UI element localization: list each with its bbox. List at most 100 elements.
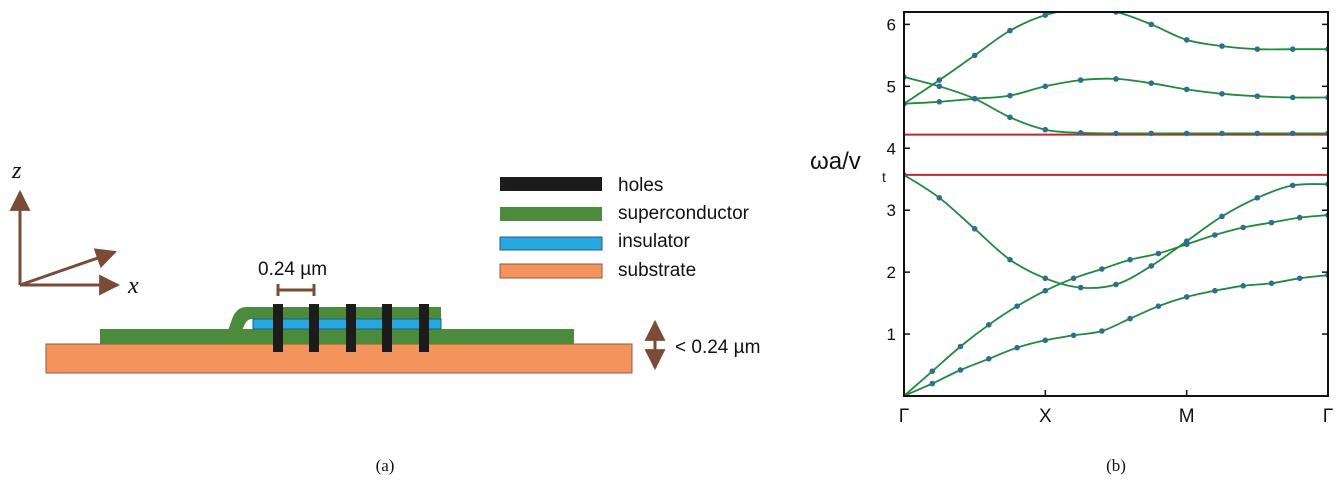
band-1-point-3: [957, 367, 964, 373]
band-6-point-2: [936, 77, 943, 83]
band-5-point-10: [1219, 130, 1225, 137]
legend-label-insulator: insulator: [618, 231, 690, 252]
y-axis-label-main: ωa/v: [810, 148, 861, 175]
band-5-point-3: [971, 95, 978, 102]
band-1-point-5: [1014, 344, 1020, 351]
band-curve-6: [904, 12, 1328, 105]
band-5-point-7: [1113, 130, 1119, 137]
y-axis-label: ωa/v t: [810, 148, 886, 185]
band-curve-5: [904, 76, 1328, 135]
band-6-point-12: [1289, 46, 1296, 52]
band-6-point-5: [1042, 12, 1049, 18]
x-tick-label-4: Γ: [1323, 406, 1333, 427]
band-1-point-14: [1268, 280, 1275, 287]
band-4-point-5: [1042, 83, 1049, 90]
band-4-point-10: [1219, 91, 1225, 97]
band-1-point-13: [1240, 283, 1246, 289]
band-2-point-8: [1099, 266, 1105, 272]
band-1-point-15: [1296, 275, 1303, 282]
band-1-point-11: [1183, 294, 1190, 300]
legend-swatch-insulator: [499, 236, 603, 251]
band-3-point-9: [1183, 238, 1190, 244]
band-1-point-2: [929, 380, 936, 387]
hole-3: [346, 304, 356, 352]
y-tick-label-3: 3: [887, 201, 896, 220]
band-1-point-8: [1099, 328, 1105, 334]
y-tick-label-4: 4: [887, 139, 896, 158]
superconductor-bottom-layer: [100, 329, 574, 344]
y-tick-label-1: 1: [887, 325, 896, 344]
band-1-point-10: [1155, 303, 1162, 310]
band-5-point-2: [936, 83, 943, 90]
band-1-point-7: [1070, 332, 1077, 339]
band-3-point-2: [936, 195, 943, 201]
band-4-point-2: [936, 99, 943, 105]
band-4-point-11: [1254, 93, 1261, 99]
band-3-point-11: [1254, 195, 1261, 201]
band-2-point-12: [1212, 232, 1218, 238]
band-2-point-14: [1268, 219, 1275, 226]
caption-b: (b): [1106, 456, 1126, 475]
band-6-point-10: [1219, 43, 1225, 49]
band-5-point-9: [1183, 130, 1190, 137]
band-6-point-9: [1183, 37, 1190, 43]
band-2-point-7: [1070, 275, 1077, 282]
band-3-point-10: [1219, 213, 1225, 220]
x-tick-label-2: X: [1039, 406, 1052, 427]
band-5-point-11: [1254, 130, 1261, 137]
legend: holes superconductor insulator substrate: [499, 175, 750, 281]
band-5-point-5: [1042, 126, 1049, 133]
band-5-point-12: [1289, 130, 1296, 137]
substrate-layer: [45, 343, 633, 374]
y-tick-label-6: 6: [887, 15, 896, 34]
band-3-point-6: [1077, 284, 1084, 291]
z-axis-label: z: [11, 158, 22, 184]
spacing-label: 0.24 µm: [258, 259, 327, 280]
band-5-point-6: [1077, 130, 1084, 136]
band-2-point-15: [1296, 214, 1303, 221]
hole-5: [419, 304, 429, 352]
x-axis-label: x: [127, 273, 139, 299]
y-axis-label-subscript: t: [882, 169, 886, 185]
x-tick-label-1: Γ: [899, 406, 909, 427]
band-2-point-3: [957, 343, 964, 350]
device-cross-section: [45, 304, 633, 374]
band-2-point-13: [1240, 224, 1246, 231]
diagonal-axis-arrow: [19, 248, 117, 287]
legend-swatch-superconductor: [500, 207, 602, 221]
x-tick-label-3: M: [1179, 406, 1195, 427]
plot-frame: [903, 11, 1329, 397]
band-1-point-4: [986, 356, 992, 362]
plot-area: [904, 12, 1328, 396]
band-3-point-3: [971, 226, 978, 232]
hole-4: [382, 304, 392, 352]
band-6-point-4: [1007, 27, 1013, 34]
legend-label-superconductor: superconductor: [618, 203, 750, 224]
band-3-point-7: [1113, 281, 1119, 288]
band-curve-3: [904, 174, 1328, 289]
band-4-point-8: [1148, 80, 1155, 86]
legend-label-holes: holes: [618, 175, 663, 196]
band-2-point-6: [1042, 287, 1049, 294]
caption-a: (a): [376, 456, 395, 475]
legend-label-substrate: substrate: [618, 260, 696, 281]
band-4-point-4: [1007, 92, 1013, 99]
thickness-label: < 0.24 µm: [675, 337, 760, 358]
band-2-point-2: [929, 368, 936, 375]
y-tick-label-5: 5: [887, 77, 896, 96]
band-curve-1: [904, 274, 1328, 396]
coordinate-axes: z x: [9, 158, 139, 299]
band-4-point-7: [1113, 76, 1119, 82]
thickness-indicator: < 0.24 µm: [644, 319, 760, 371]
band-1-point-9: [1127, 315, 1133, 322]
legend-swatch-substrate: [499, 263, 603, 279]
legend-swatch-holes: [500, 177, 602, 191]
band-2-point-5: [1014, 303, 1020, 310]
band-6-point-11: [1254, 46, 1261, 52]
hole-1: [273, 304, 283, 352]
band-2-point-4: [986, 322, 992, 328]
band-curve-4: [904, 77, 1328, 105]
band-6-point-3: [971, 52, 978, 59]
